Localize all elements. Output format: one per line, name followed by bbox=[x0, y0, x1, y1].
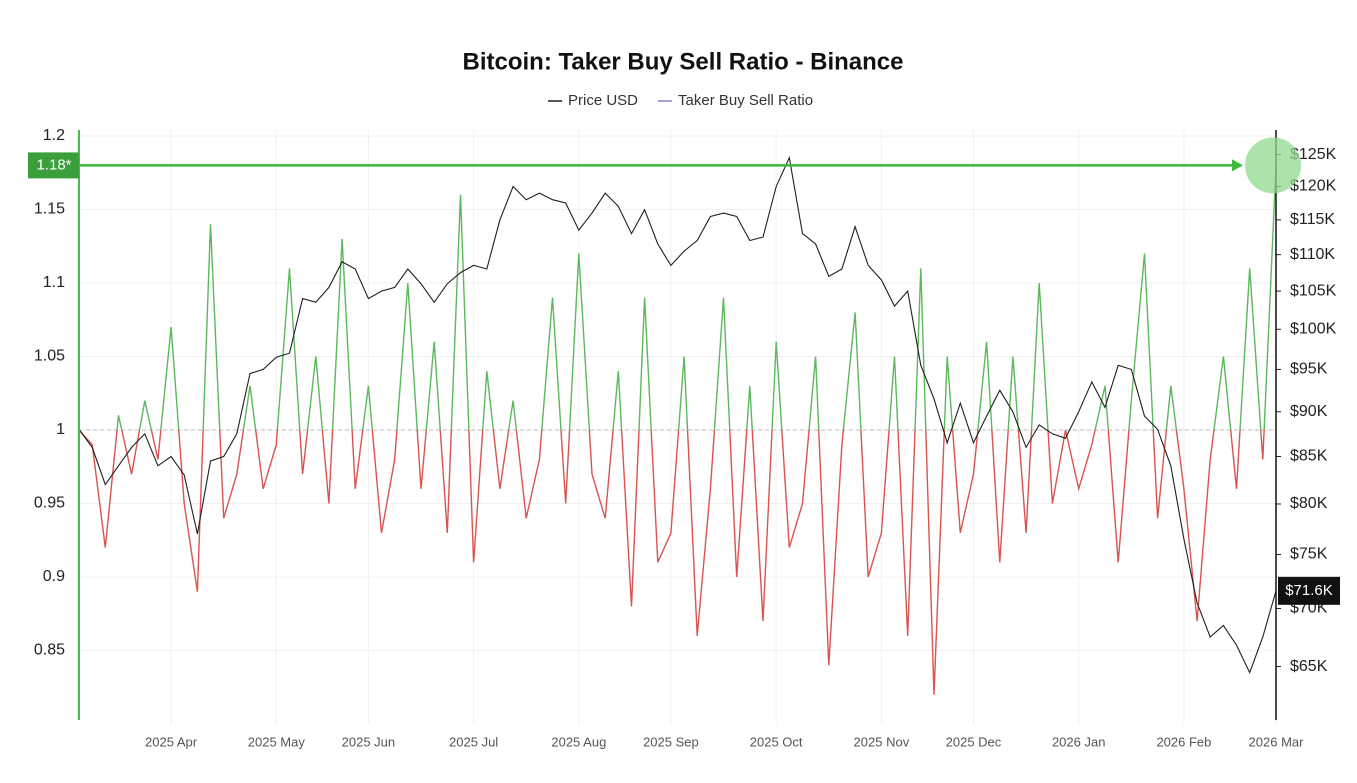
ratio-marker-box bbox=[28, 152, 79, 179]
ratio-line-below bbox=[78, 430, 1265, 695]
marker-arrowhead bbox=[1232, 159, 1243, 172]
x-tick-label: 2026 Mar bbox=[1249, 734, 1305, 749]
legend: Price USD Taker Buy Sell Ratio bbox=[548, 92, 813, 109]
y2-tick-label: $80K bbox=[1290, 495, 1328, 512]
y2-tick-label: $85K bbox=[1290, 448, 1328, 465]
y-tick-label: 1.15 bbox=[34, 201, 65, 218]
y2-tick-label: $75K bbox=[1290, 546, 1328, 563]
y2-tick-label: $90K bbox=[1290, 403, 1328, 420]
y2-tick-label: $100K bbox=[1290, 320, 1337, 337]
y-tick-label: 0.95 bbox=[34, 495, 65, 512]
x-tick-label: 2026 Jan bbox=[1052, 734, 1106, 749]
y-tick-label: 0.9 bbox=[43, 568, 65, 585]
x-tick-label: 2025 Jul bbox=[449, 734, 498, 749]
price-marker-box bbox=[1278, 576, 1340, 605]
chart-title: Bitcoin: Taker Buy Sell Ratio - Binance bbox=[463, 48, 904, 75]
y-tick-label: 1.1 bbox=[43, 274, 65, 291]
y-tick-label: 0.85 bbox=[34, 642, 65, 659]
highlight-circle bbox=[1245, 137, 1301, 194]
y2-tick-label: $95K bbox=[1290, 361, 1328, 378]
y2-tick-label: $110K bbox=[1290, 246, 1335, 263]
ratio-line-above bbox=[79, 165, 1277, 430]
y2-tick-label: $105K bbox=[1290, 282, 1337, 299]
legend-label: Taker Buy Sell Ratio bbox=[678, 92, 813, 109]
y2-tick-label: $120K bbox=[1290, 178, 1337, 195]
x-tick-label: 2025 Aug bbox=[551, 734, 606, 749]
y2-tick-label: $115K bbox=[1290, 211, 1335, 228]
y-tick-label: 1 bbox=[56, 421, 65, 438]
x-tick-label: 2025 May bbox=[248, 734, 306, 749]
x-tick-label: 2025 Apr bbox=[145, 734, 198, 749]
legend-label: Price USD bbox=[568, 92, 638, 109]
y2-tick-label: $125K bbox=[1290, 146, 1337, 163]
x-tick-label: 2025 Oct bbox=[750, 734, 803, 749]
price-line bbox=[78, 155, 1277, 675]
y2-tick-label: $65K bbox=[1290, 658, 1328, 675]
x-tick-label: 2025 Jun bbox=[342, 734, 396, 749]
price-marker-label: $71.6K bbox=[1285, 582, 1333, 599]
y-tick-label: 1.2 bbox=[43, 127, 65, 144]
y-tick-label: 1.05 bbox=[34, 348, 65, 365]
ratio-marker-label: 1.18* bbox=[36, 156, 71, 173]
x-tick-label: 2025 Dec bbox=[946, 734, 1002, 749]
x-tick-label: 2025 Nov bbox=[854, 734, 910, 749]
x-tick-label: 2026 Feb bbox=[1156, 734, 1211, 749]
x-tick-label: 2025 Sep bbox=[643, 734, 699, 749]
